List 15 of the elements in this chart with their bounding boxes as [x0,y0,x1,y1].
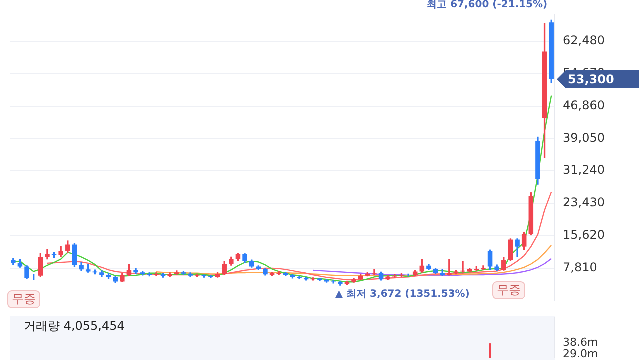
annotation: ▲ 최저 3,672 (1351.53%) [335,289,470,300]
y-tick-label: 46,860 [563,98,605,112]
annotation: 무증 [12,292,36,306]
y-tick-label: 39,050 [563,130,605,145]
y-tick-label: 23,430 [563,196,605,210]
y-tick-label: 15,620 [563,228,605,242]
annotation: 무증 [497,283,521,298]
y-tick-label: 29.0m [563,347,598,360]
text: 53,300 [568,72,614,87]
text: 최고 67,600 (-21.15%) [427,0,548,11]
y-tick-label: 7,810 [563,260,598,275]
y-tick-label: 38.6m [563,336,598,350]
y-tick-label: 62,480 [563,34,605,48]
chart-title: 거래량 4,055,454 [24,319,125,334]
y-tick-label: 31,240 [563,163,605,178]
